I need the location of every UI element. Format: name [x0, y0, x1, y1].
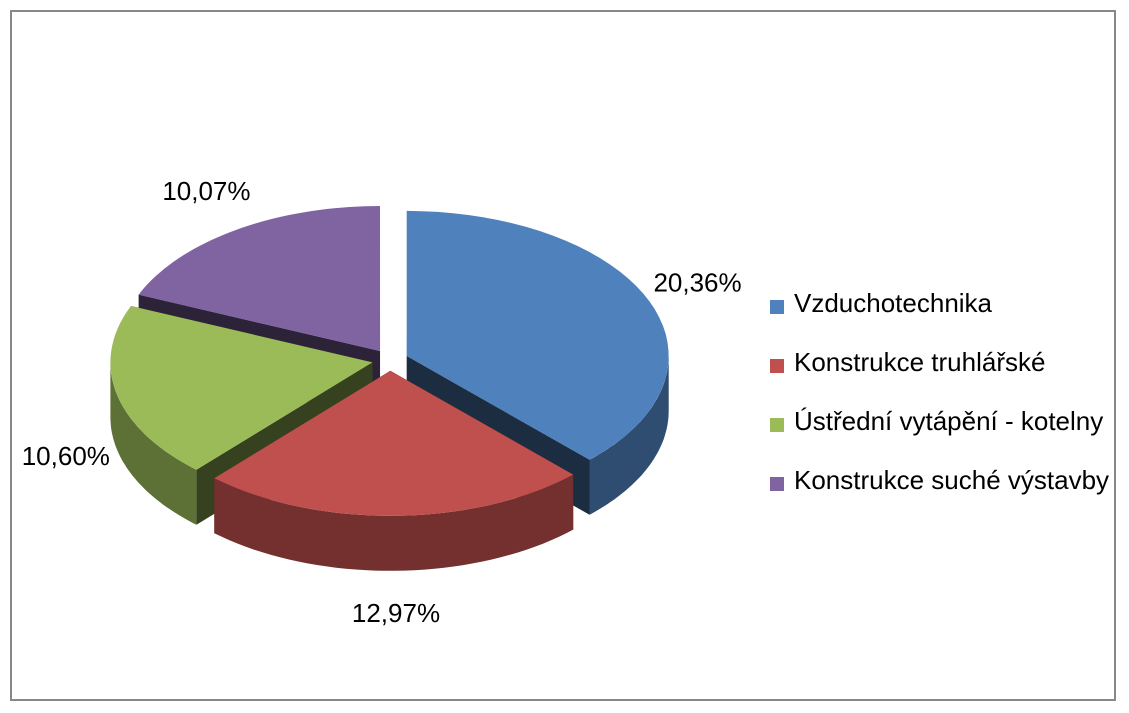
chart-frame	[10, 10, 1116, 701]
legend-swatch	[770, 359, 784, 373]
slice-edge	[589, 355, 669, 515]
data-label: 10,60%	[22, 441, 110, 471]
slice	[406, 210, 669, 460]
slice-edge	[214, 474, 574, 571]
legend-swatch	[770, 418, 784, 432]
legend-label: Konstrukce truhlářské	[794, 347, 1046, 377]
data-label: 12,97%	[352, 598, 440, 628]
slice-edge	[110, 362, 197, 525]
legend-item: Konstrukce suché výstavby	[770, 465, 1114, 496]
legend-swatch	[770, 300, 784, 314]
slice	[110, 306, 373, 470]
legend-item: Vzduchotechnika	[770, 288, 1114, 319]
legend-item: Konstrukce truhlářské	[770, 347, 1114, 378]
data-label: 20,36%	[653, 268, 741, 298]
legend-item: Ústřední vytápění - kotelny	[770, 406, 1114, 437]
legend-label: Vzduchotechnika	[794, 288, 993, 318]
data-label: 10,07%	[162, 176, 250, 206]
slice	[138, 206, 381, 352]
legend-swatch	[770, 477, 784, 491]
legend-label: Ústřední vytápění - kotelny	[794, 406, 1104, 436]
slice	[214, 370, 574, 516]
legend-label: Konstrukce suché výstavby	[794, 465, 1110, 495]
legend: Vzduchotechnika Konstrukce truhlářské Ústř…	[770, 288, 1110, 524]
